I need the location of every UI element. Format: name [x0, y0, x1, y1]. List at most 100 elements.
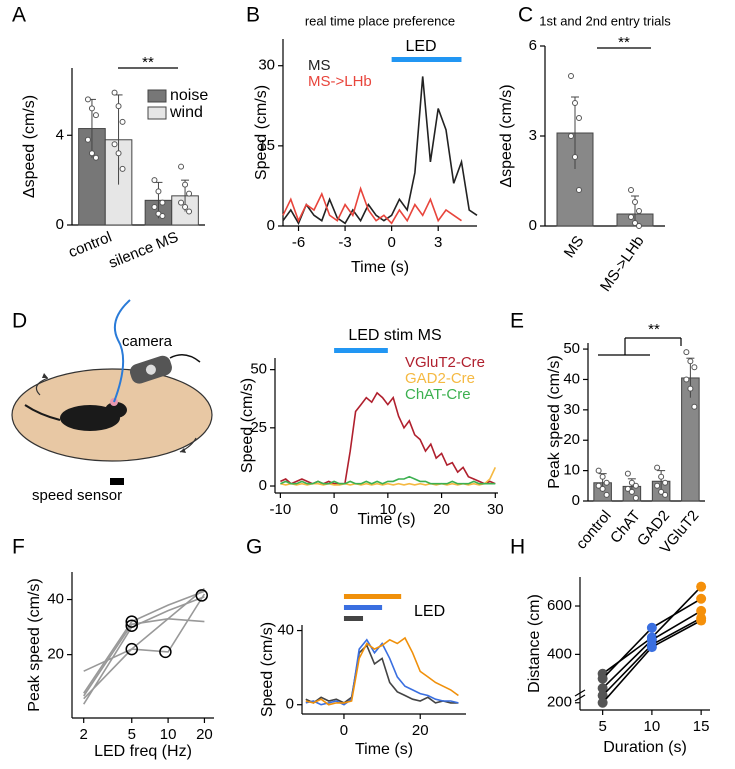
- data-point: [88, 150, 95, 157]
- x-tick-label: -10: [270, 501, 292, 518]
- panel-letter: B: [246, 4, 260, 27]
- mouse: [60, 405, 120, 431]
- data-point: [595, 467, 602, 474]
- y-axis-label: Δspeed (cm/s): [498, 84, 515, 187]
- data-point: [119, 165, 126, 172]
- data-point: [111, 89, 118, 96]
- x-tick-label: 10: [379, 501, 396, 518]
- data-point: [597, 683, 608, 694]
- data-point: [654, 464, 661, 471]
- y-tick-label: 400: [547, 645, 572, 662]
- chart-title: 1st and 2nd entry trials: [539, 13, 671, 28]
- line: [280, 467, 497, 486]
- mouse-head: [105, 402, 127, 418]
- x-tick-label: -6: [292, 234, 305, 251]
- marker: [125, 615, 138, 628]
- data-point: [576, 187, 582, 193]
- x-tick-label: 5: [598, 718, 606, 735]
- data-point: [632, 494, 639, 501]
- mouse-tail: [24, 404, 61, 421]
- stim-label: LED stim MS: [348, 327, 441, 344]
- significance: **: [648, 321, 660, 338]
- panel-letter: F: [12, 536, 25, 559]
- x-axis-label: Duration (s): [603, 739, 687, 756]
- y-tick-label: 0: [56, 216, 64, 233]
- data-point: [632, 199, 638, 205]
- data-point: [687, 358, 694, 365]
- data-point: [691, 403, 698, 410]
- y-axis-label: Peak speed (cm/s): [546, 355, 563, 488]
- line: [282, 76, 478, 226]
- panel-letter: A: [12, 4, 26, 27]
- legend-label: wind: [169, 104, 203, 121]
- stim-label: LED: [414, 603, 445, 620]
- x-tick-label: 0: [330, 501, 338, 518]
- data-point: [597, 697, 608, 708]
- illustration: camera speed sensor: [11, 299, 213, 504]
- x-tick-label: MS->LHb: [597, 233, 648, 295]
- y-tick-label: 15: [258, 137, 275, 154]
- data-point: [84, 96, 91, 103]
- sensor-label: speed sensor: [32, 487, 122, 504]
- stim-label: LED: [405, 38, 436, 55]
- data-point: [646, 622, 657, 633]
- arrow-head: [42, 373, 48, 378]
- y-tick-label: 20: [47, 646, 64, 663]
- stim-bar: [343, 616, 364, 621]
- panel-letter: D: [12, 310, 27, 333]
- marker: [125, 619, 138, 632]
- panel-letter: G: [246, 536, 262, 559]
- line: [280, 391, 496, 485]
- x-tick-label: 10: [160, 726, 177, 743]
- data-point: [646, 642, 657, 653]
- data-point: [84, 136, 91, 143]
- y-tick-label: 25: [250, 419, 267, 436]
- data-point: [658, 473, 665, 480]
- stim-bar: [334, 348, 388, 353]
- y-axis-label: Δspeed (cm/s): [21, 95, 38, 198]
- significance: **: [142, 54, 154, 71]
- data-point: [624, 470, 631, 477]
- y-tick-label: 0: [267, 217, 275, 234]
- x-tick-label: MS: [561, 233, 588, 261]
- legend-label: GAD2-Cre: [405, 370, 475, 387]
- camera-label: camera: [122, 333, 173, 350]
- data-point: [636, 223, 642, 229]
- data-point: [568, 73, 574, 79]
- x-tick-label: 5: [128, 726, 136, 743]
- data-point: [159, 199, 166, 206]
- data-point: [572, 100, 578, 106]
- legend-label: MS->LHb: [308, 73, 372, 90]
- arrow: [35, 377, 49, 396]
- data-point: [151, 177, 158, 184]
- legend-swatch: [147, 89, 167, 103]
- y-axis-label: Speed (cm/s): [239, 378, 256, 473]
- data-point: [572, 154, 578, 160]
- data-point: [186, 190, 193, 197]
- y-tick-label: 40: [277, 622, 294, 639]
- x-tick-label: 0: [387, 234, 395, 251]
- x-axis-label: Time (s): [357, 511, 415, 528]
- data-point: [178, 199, 185, 206]
- x-tick-label: 10: [644, 718, 661, 735]
- data-point: [683, 349, 690, 356]
- axis-break: [574, 694, 586, 702]
- data-point: [687, 385, 694, 392]
- legend-label: MS: [308, 57, 331, 74]
- x-tick-label: 0: [340, 722, 348, 739]
- y-tick-label: 30: [258, 57, 275, 74]
- data-point: [658, 488, 665, 495]
- marker: [125, 642, 138, 656]
- x-tick-label: 20: [196, 726, 213, 743]
- legend-label: ChAT-Cre: [405, 386, 471, 403]
- data-point: [599, 485, 606, 492]
- camera-lens: [145, 364, 156, 375]
- data-point: [628, 488, 635, 495]
- x-tick-label: control: [573, 507, 615, 552]
- data-point: [151, 204, 158, 211]
- stim-bar: [391, 57, 462, 62]
- data-point: [603, 479, 610, 486]
- y-tick-label: 0: [286, 696, 294, 713]
- sensor-icon: [110, 478, 124, 485]
